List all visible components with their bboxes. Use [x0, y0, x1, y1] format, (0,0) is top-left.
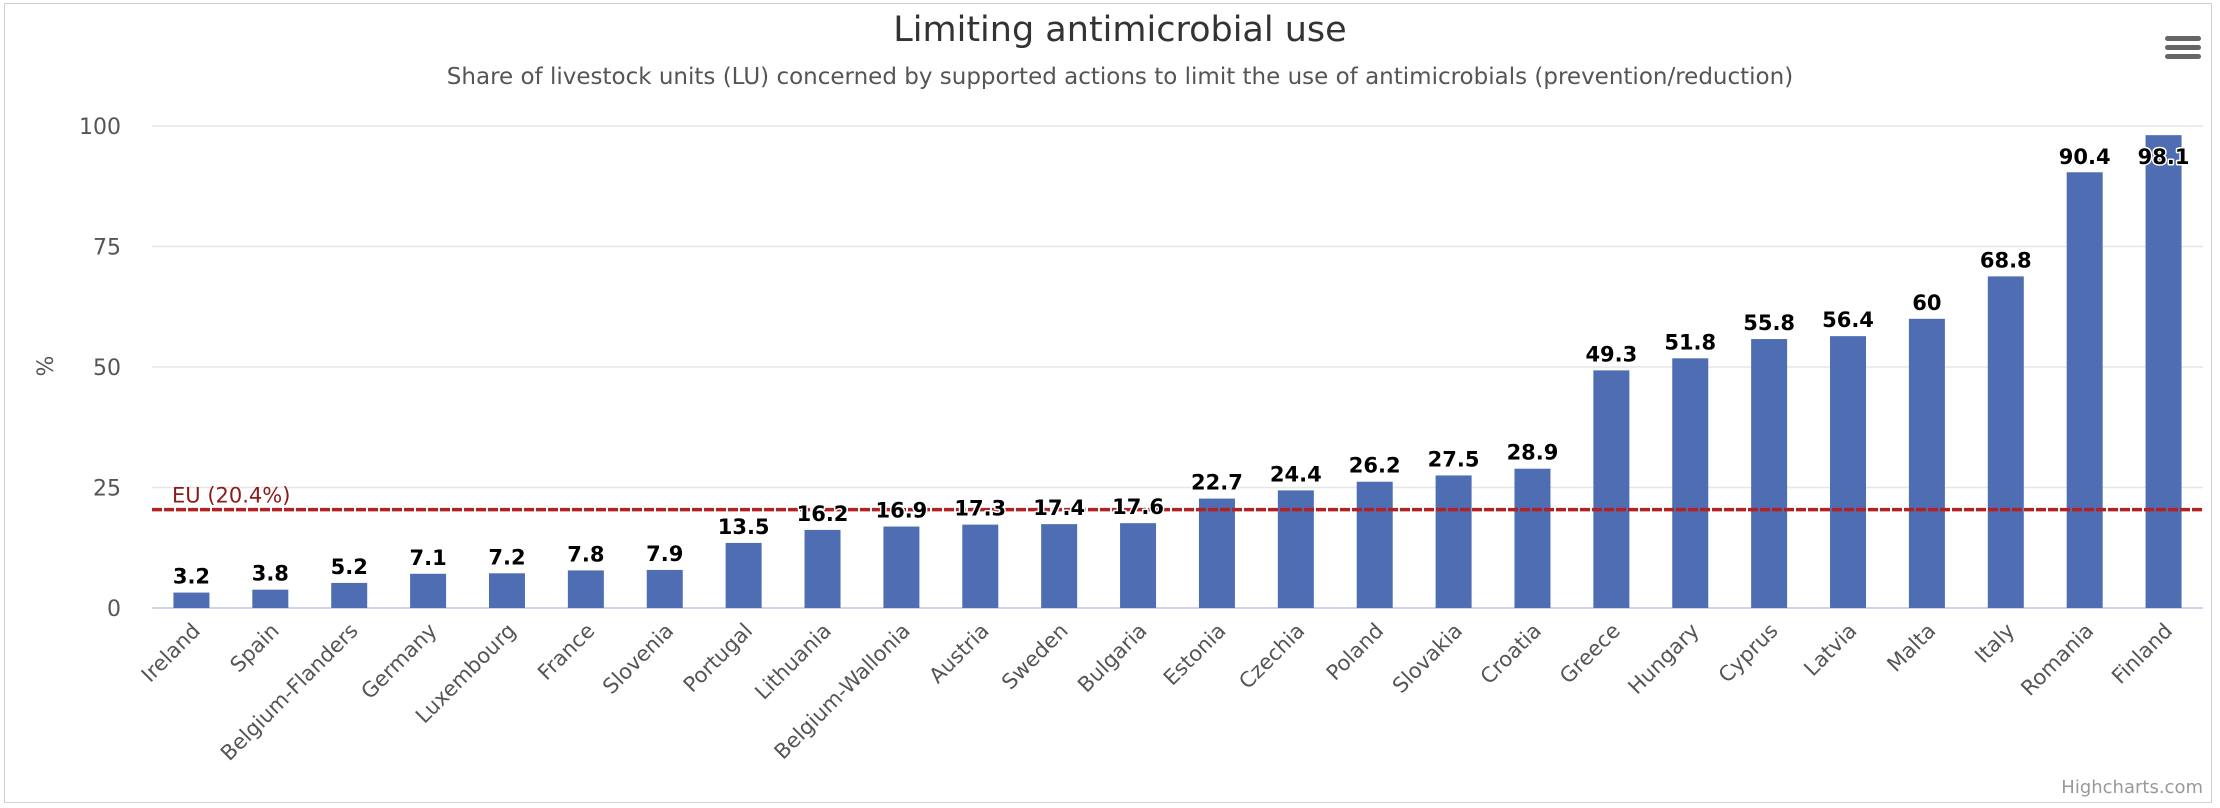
- x-tick-label: Malta: [1883, 619, 1941, 677]
- bar[interactable]: [2066, 172, 2103, 608]
- credits-link[interactable]: Highcharts.com: [2061, 777, 2203, 798]
- x-tick-label: Belgium-Flanders: [216, 619, 363, 766]
- bar[interactable]: [883, 526, 920, 608]
- bar[interactable]: [1751, 339, 1788, 608]
- x-tick-label: Czechia: [1234, 619, 1309, 694]
- x-tick-label: Sweden: [997, 619, 1073, 695]
- x-tick-label: Greece: [1555, 619, 1625, 689]
- bar[interactable]: [1041, 524, 1078, 608]
- data-label: 51.8: [1664, 330, 1716, 354]
- bar[interactable]: [646, 569, 683, 608]
- x-tick-label: Lithuania: [750, 619, 836, 705]
- data-label: 3.8: [252, 562, 289, 586]
- data-labels: 3.2 3.8 5.2 7.1 7.2 7.8 7.9 13.5 16.2 16.9 17.3 17.…: [171, 144, 2191, 591]
- hamburger-menu-icon[interactable]: [2163, 32, 2203, 66]
- x-tick-label: Finland: [2107, 619, 2177, 689]
- y-tick-label: 100: [79, 115, 121, 140]
- x-tick-label: Bulgaria: [1073, 619, 1152, 698]
- data-label: 17.3: [954, 497, 1006, 521]
- bar[interactable]: [1120, 523, 1157, 608]
- eu-reference-label: EU (20.4%): [172, 484, 290, 508]
- data-label: 98.1: [2138, 145, 2190, 169]
- data-label: 68.8: [1980, 248, 2032, 272]
- x-tick-label: Cyprus: [1714, 619, 1783, 688]
- data-label: 49.3: [1585, 342, 1637, 366]
- data-label: 16.9: [875, 499, 927, 523]
- x-tick-label: Ireland: [137, 619, 205, 687]
- x-tick-label: Hungary: [1623, 619, 1703, 699]
- data-label: 17.6: [1112, 495, 1164, 519]
- bar[interactable]: [1198, 498, 1235, 608]
- bar[interactable]: [804, 529, 841, 608]
- bar[interactable]: [725, 542, 762, 608]
- x-tick-label: Slovenia: [598, 619, 678, 699]
- x-tick-label: Italy: [1970, 619, 2019, 668]
- x-tick-label: Austria: [924, 619, 993, 688]
- x-tick-label: Poland: [1322, 619, 1389, 686]
- x-tick-label: Germany: [356, 619, 441, 704]
- y-tick-label: 0: [107, 597, 121, 622]
- bar[interactable]: [410, 573, 447, 608]
- chart-container: Limiting antimicrobial use Share of live…: [4, 3, 2212, 803]
- data-label: 26.2: [1349, 454, 1401, 478]
- menu-bar: [2165, 36, 2201, 41]
- data-label: 3.2: [173, 565, 210, 589]
- data-label: 90.4: [2059, 145, 2111, 169]
- grid-lines: [152, 125, 2203, 609]
- bar[interactable]: [1514, 468, 1551, 608]
- data-label: 7.1: [409, 546, 446, 570]
- data-label: 28.9: [1507, 441, 1559, 465]
- bar[interactable]: [173, 592, 210, 608]
- chart-title: Limiting antimicrobial use: [893, 10, 1346, 50]
- bar[interactable]: [1435, 475, 1472, 608]
- x-tick-label: Romania: [2016, 619, 2098, 701]
- y-tick-label: 75: [93, 236, 121, 261]
- x-tick-label: Croatia: [1476, 619, 1546, 689]
- data-label: 17.4: [1033, 496, 1085, 520]
- eu-reference-line-group: EU (20.4%): [152, 484, 2203, 512]
- chart-canvas: Limiting antimicrobial use Share of live…: [34, 10, 2203, 798]
- data-label: 5.2: [331, 555, 368, 579]
- data-label: 24.4: [1270, 462, 1322, 486]
- y-axis-ticks: 0 25 50 75 100: [79, 115, 121, 622]
- x-tick-label: France: [533, 619, 599, 685]
- bar[interactable]: [567, 570, 604, 608]
- x-axis-labels: Ireland SpainBelgium-FlandersGermanyLuxem…: [137, 619, 2177, 766]
- y-tick-label: 25: [93, 477, 121, 502]
- data-label: 27.5: [1428, 447, 1480, 471]
- data-label: 7.2: [488, 545, 525, 569]
- y-axis-title: %: [34, 356, 59, 377]
- data-label: 22.7: [1191, 471, 1243, 495]
- bar[interactable]: [252, 589, 289, 608]
- x-tick-label: Belgium-Wallonia: [770, 619, 915, 764]
- bar[interactable]: [1593, 370, 1630, 608]
- data-label: 13.5: [718, 515, 770, 539]
- menu-bar: [2165, 54, 2201, 59]
- bar[interactable]: [488, 573, 525, 608]
- data-label: 60: [1912, 291, 1941, 315]
- y-tick-label: 50: [93, 356, 121, 381]
- menu-bar: [2165, 45, 2201, 50]
- data-label: 7.8: [567, 542, 604, 566]
- data-label: 55.8: [1743, 311, 1795, 335]
- x-tick-label: Portugal: [679, 619, 757, 697]
- bar[interactable]: [1672, 358, 1709, 608]
- bar[interactable]: [1830, 336, 1867, 608]
- bar[interactable]: [962, 524, 999, 608]
- bar[interactable]: [331, 582, 368, 608]
- data-label: 16.2: [797, 502, 849, 526]
- x-tick-label: Spain: [225, 619, 283, 677]
- bar[interactable]: [1987, 276, 2024, 608]
- bar-series: [173, 135, 2182, 608]
- x-tick-label: Slovakia: [1388, 619, 1467, 698]
- chart-subtitle: Share of livestock units (LU) concerned …: [447, 64, 1793, 90]
- data-label: 56.4: [1822, 308, 1874, 332]
- bar[interactable]: [1356, 481, 1393, 608]
- bar[interactable]: [2145, 135, 2182, 608]
- x-tick-label: Latvia: [1799, 619, 1861, 681]
- x-tick-label: Estonia: [1159, 619, 1231, 691]
- data-label: 7.9: [646, 542, 683, 566]
- bar[interactable]: [1908, 318, 1945, 608]
